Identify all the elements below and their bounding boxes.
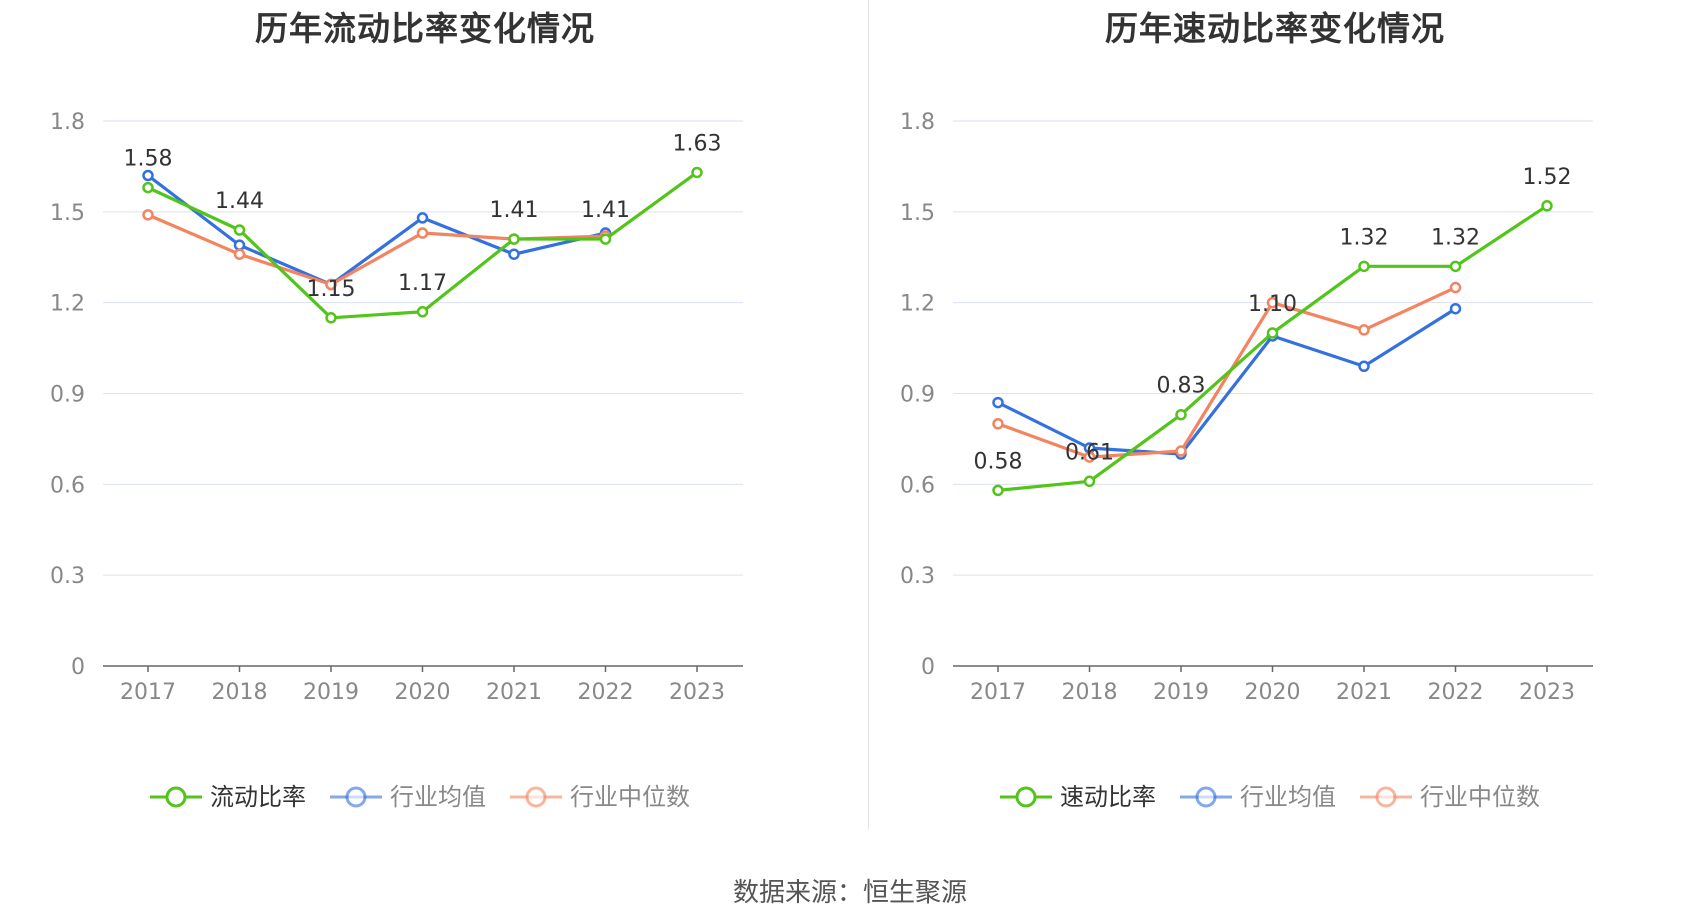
data-label: 1.10 xyxy=(1248,292,1297,317)
x-tick-label: 2020 xyxy=(395,680,451,705)
data-point-primary[interactable] xyxy=(325,312,337,324)
legend-label[interactable]: 行业中位数 xyxy=(1420,783,1540,811)
data-point-average[interactable] xyxy=(508,248,520,260)
y-tick-label: 0.3 xyxy=(50,564,85,589)
x-tick-label: 2017 xyxy=(970,680,1026,705)
y-tick-label: 1.2 xyxy=(50,292,85,317)
legend-label[interactable]: 速动比率 xyxy=(1060,783,1156,811)
y-tick-label: 1.8 xyxy=(900,110,935,135)
legend-label[interactable]: 行业均值 xyxy=(390,783,486,811)
data-point-median[interactable] xyxy=(1449,281,1462,294)
legend-marker-icon[interactable] xyxy=(1375,786,1397,808)
y-tick-label: 0 xyxy=(71,655,85,680)
data-label: 0.58 xyxy=(974,449,1023,474)
data-point-primary[interactable] xyxy=(508,233,520,245)
data-point-primary[interactable] xyxy=(992,484,1004,497)
y-tick-label: 1.2 xyxy=(900,292,935,317)
x-tick-label: 2023 xyxy=(1519,680,1575,705)
quick-ratio-chart-title: 历年速动比率变化情况 xyxy=(1105,9,1445,48)
x-tick-label: 2018 xyxy=(212,680,268,705)
data-label: 0.61 xyxy=(1065,440,1114,465)
data-label: 1.32 xyxy=(1431,225,1480,250)
data-point-primary[interactable] xyxy=(1358,260,1370,273)
data-point-median[interactable] xyxy=(142,209,154,221)
x-tick-label: 2021 xyxy=(486,680,542,705)
series-line-average xyxy=(997,307,1457,456)
panel-divider xyxy=(868,0,869,830)
data-point-median[interactable] xyxy=(325,278,337,291)
data-point-median[interactable] xyxy=(1266,296,1279,309)
x-tick-label: 2018 xyxy=(1062,680,1118,705)
y-tick-label: 1.5 xyxy=(900,201,935,226)
data-label: 1.58 xyxy=(124,147,173,172)
data-point-primary[interactable] xyxy=(599,233,612,245)
data-point-primary[interactable] xyxy=(691,166,703,179)
data-point-median[interactable] xyxy=(992,418,1004,430)
legend-marker-icon[interactable] xyxy=(525,786,547,808)
x-tick-label: 2022 xyxy=(578,680,634,705)
data-point-average[interactable] xyxy=(992,396,1004,409)
data-point-median[interactable] xyxy=(1175,445,1187,457)
data-point-primary[interactable] xyxy=(1266,327,1279,339)
data-point-average[interactable] xyxy=(1449,302,1462,315)
y-tick-label: 0.9 xyxy=(50,383,85,408)
data-point-average[interactable] xyxy=(416,212,429,224)
y-tick-label: 0.6 xyxy=(50,473,85,498)
data-label: 1.41 xyxy=(490,198,539,223)
data-label: 1.32 xyxy=(1340,225,1389,250)
y-tick-label: 0.6 xyxy=(900,473,935,498)
quick-ratio-chart: 0 0.3 0.6 0.9 1.2 1.5 1.8 2017 2018 2019 2020 2021 2… xyxy=(900,110,1593,811)
data-point-median[interactable] xyxy=(1083,451,1096,463)
data-source-label: 数据来源：恒生聚源 xyxy=(732,878,967,908)
y-tick-label: 0.9 xyxy=(900,383,935,408)
y-tick-label: 1.8 xyxy=(50,110,85,135)
x-tick-label: 2022 xyxy=(1428,680,1484,705)
data-label: 1.44 xyxy=(215,189,264,214)
y-tick-label: 0.3 xyxy=(900,564,935,589)
legend-marker-icon[interactable] xyxy=(1195,786,1217,808)
data-point-average[interactable] xyxy=(1358,360,1370,372)
y-tick-label: 1.5 xyxy=(50,201,85,226)
x-tick-label: 2017 xyxy=(120,680,176,705)
data-label: 0.83 xyxy=(1157,374,1206,399)
data-label: 1.52 xyxy=(1523,165,1572,190)
current-ratio-chart-title: 历年流动比率变化情况 xyxy=(255,9,595,48)
x-tick-label: 2021 xyxy=(1336,680,1392,705)
legend-label[interactable]: 行业均值 xyxy=(1240,783,1336,811)
data-point-average[interactable] xyxy=(142,169,154,182)
legend-marker-icon[interactable] xyxy=(165,786,187,808)
data-point-primary[interactable] xyxy=(142,181,154,194)
data-point-primary[interactable] xyxy=(1083,475,1096,488)
data-point-median[interactable] xyxy=(233,248,246,260)
data-point-primary[interactable] xyxy=(1175,408,1187,421)
y-tick-label: 0 xyxy=(921,655,935,680)
series-line-median xyxy=(997,286,1457,459)
data-label: 1.15 xyxy=(307,277,356,302)
x-tick-label: 2020 xyxy=(1245,680,1301,705)
data-point-average[interactable] xyxy=(233,239,246,251)
data-label: 1.41 xyxy=(581,198,630,223)
data-label: 1.63 xyxy=(673,131,722,156)
data-label: 1.17 xyxy=(398,271,447,296)
data-point-primary[interactable] xyxy=(233,224,246,236)
legend-marker-icon[interactable] xyxy=(345,786,367,808)
legend-label[interactable]: 行业中位数 xyxy=(570,783,690,811)
legend-label[interactable]: 流动比率 xyxy=(210,783,306,811)
current-ratio-chart-panel: 历年流动比率变化情况 0 0.3 0.6 0.9 1.2 1.5 1.8 2017 2018 20… xyxy=(0,0,850,830)
data-point-primary[interactable] xyxy=(1449,260,1462,273)
x-tick-label: 2019 xyxy=(1153,680,1209,705)
data-point-primary[interactable] xyxy=(1541,200,1553,212)
series-line-average xyxy=(147,174,606,287)
legend-marker-icon[interactable] xyxy=(1015,786,1037,808)
data-point-median[interactable] xyxy=(416,227,429,239)
current-ratio-chart: 0 0.3 0.6 0.9 1.2 1.5 1.8 2017 2018 2019 2020 2021 2… xyxy=(50,110,743,811)
x-tick-label: 2023 xyxy=(669,680,725,705)
x-tick-label: 2019 xyxy=(303,680,359,705)
quick-ratio-chart-panel: 历年速动比率变化情况 0 0.3 0.6 0.9 1.2 1.5 1.8 2017 2018 20… xyxy=(850,0,1700,830)
data-point-primary[interactable] xyxy=(416,306,429,318)
data-point-median[interactable] xyxy=(1358,324,1370,336)
